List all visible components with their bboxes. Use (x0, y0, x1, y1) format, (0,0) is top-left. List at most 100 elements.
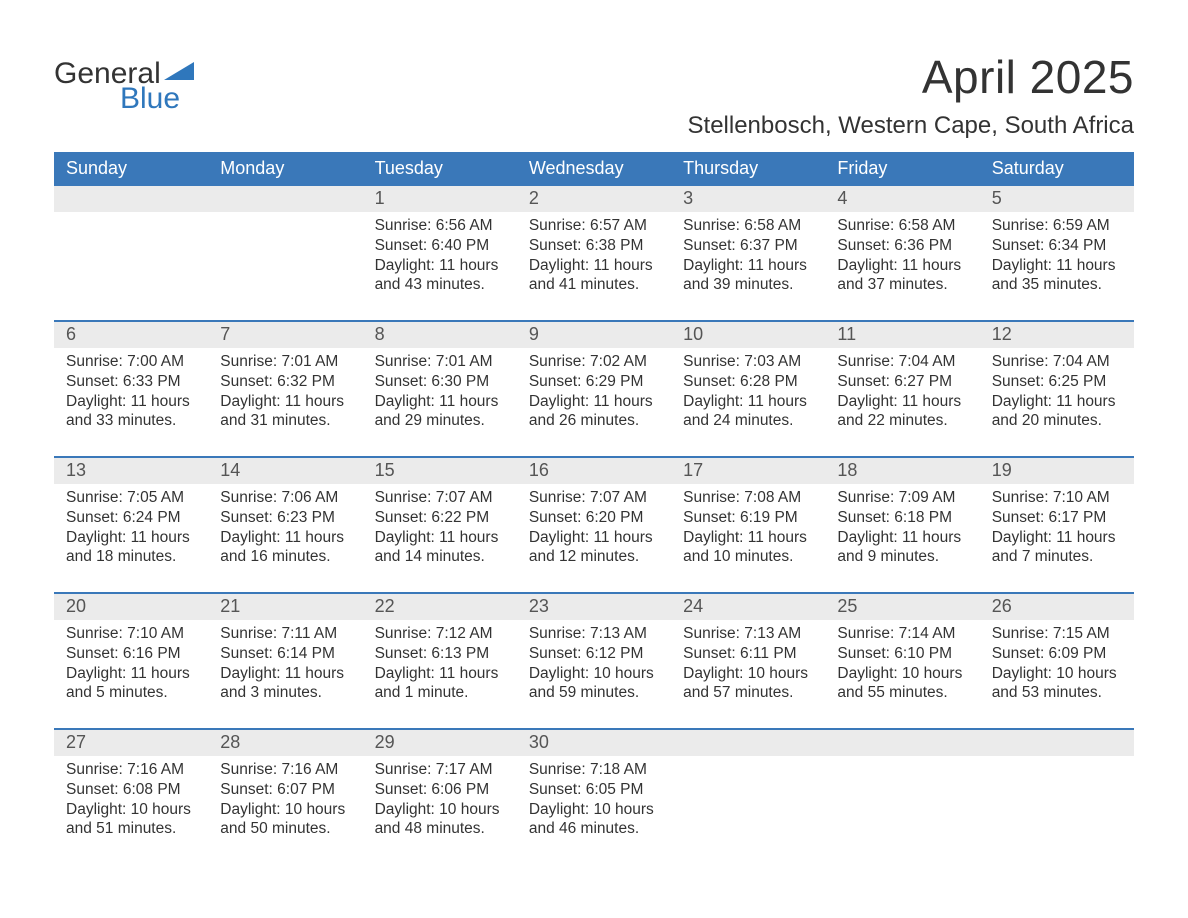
day-number: 1 (363, 186, 517, 212)
sunrise-line: Sunrise: 7:04 AM (837, 352, 969, 372)
sunrise-line: Sunrise: 7:18 AM (529, 760, 661, 780)
sunset-line: Sunset: 6:17 PM (992, 508, 1124, 528)
day-number: 21 (208, 594, 362, 620)
day-cell: Sunrise: 6:59 AMSunset: 6:34 PMDaylight:… (980, 212, 1134, 304)
day-cell: Sunrise: 6:58 AMSunset: 6:37 PMDaylight:… (671, 212, 825, 304)
sunrise-line: Sunrise: 7:06 AM (220, 488, 352, 508)
day-cell: Sunrise: 6:57 AMSunset: 6:38 PMDaylight:… (517, 212, 671, 304)
day-of-week-thursday: Thursday (671, 152, 825, 186)
daylight-line: Daylight: 11 hours and 26 minutes. (529, 392, 661, 432)
day-cell: Sunrise: 7:13 AMSunset: 6:11 PMDaylight:… (671, 620, 825, 712)
month-title: April 2025 (688, 50, 1134, 104)
daylight-line: Daylight: 11 hours and 43 minutes. (375, 256, 507, 296)
sunset-line: Sunset: 6:05 PM (529, 780, 661, 800)
day-cell (671, 756, 825, 848)
sunset-line: Sunset: 6:08 PM (66, 780, 198, 800)
day-cell (208, 212, 362, 304)
sunrise-line: Sunrise: 7:02 AM (529, 352, 661, 372)
sunrise-line: Sunrise: 7:09 AM (837, 488, 969, 508)
day-number: 19 (980, 458, 1134, 484)
daylight-line: Daylight: 10 hours and 57 minutes. (683, 664, 815, 704)
daylight-line: Daylight: 11 hours and 9 minutes. (837, 528, 969, 568)
sunrise-line: Sunrise: 7:07 AM (375, 488, 507, 508)
day-cell: Sunrise: 7:01 AMSunset: 6:30 PMDaylight:… (363, 348, 517, 440)
week-2: 6789101112Sunrise: 7:00 AMSunset: 6:33 P… (54, 320, 1134, 440)
sunset-line: Sunset: 6:33 PM (66, 372, 198, 392)
sunrise-line: Sunrise: 6:58 AM (683, 216, 815, 236)
daylight-line: Daylight: 11 hours and 16 minutes. (220, 528, 352, 568)
day-number: 24 (671, 594, 825, 620)
week-5: 27282930Sunrise: 7:16 AMSunset: 6:08 PMD… (54, 728, 1134, 848)
sunset-line: Sunset: 6:30 PM (375, 372, 507, 392)
day-cell: Sunrise: 7:08 AMSunset: 6:19 PMDaylight:… (671, 484, 825, 576)
daylight-line: Daylight: 10 hours and 51 minutes. (66, 800, 198, 840)
day-cell: Sunrise: 7:03 AMSunset: 6:28 PMDaylight:… (671, 348, 825, 440)
day-cell: Sunrise: 7:17 AMSunset: 6:06 PMDaylight:… (363, 756, 517, 848)
logo: General Blue (54, 40, 194, 112)
daylight-line: Daylight: 11 hours and 29 minutes. (375, 392, 507, 432)
daylight-line: Daylight: 11 hours and 35 minutes. (992, 256, 1124, 296)
day-number (208, 186, 362, 212)
day-of-week-saturday: Saturday (980, 152, 1134, 186)
sunrise-line: Sunrise: 6:59 AM (992, 216, 1124, 236)
page-header: General Blue April 2025 Stellenbosch, We… (54, 40, 1134, 140)
sunrise-line: Sunrise: 7:12 AM (375, 624, 507, 644)
day-number: 2 (517, 186, 671, 212)
daynum-row: 12345 (54, 186, 1134, 212)
day-number: 14 (208, 458, 362, 484)
day-cell (980, 756, 1134, 848)
day-cell: Sunrise: 7:12 AMSunset: 6:13 PMDaylight:… (363, 620, 517, 712)
week-body-row: Sunrise: 7:05 AMSunset: 6:24 PMDaylight:… (54, 484, 1134, 576)
day-of-week-sunday: Sunday (54, 152, 208, 186)
day-cell: Sunrise: 7:07 AMSunset: 6:20 PMDaylight:… (517, 484, 671, 576)
day-cell: Sunrise: 7:10 AMSunset: 6:16 PMDaylight:… (54, 620, 208, 712)
day-number: 13 (54, 458, 208, 484)
sunrise-line: Sunrise: 7:10 AM (992, 488, 1124, 508)
daylight-line: Daylight: 11 hours and 18 minutes. (66, 528, 198, 568)
day-cell: Sunrise: 7:11 AMSunset: 6:14 PMDaylight:… (208, 620, 362, 712)
sunrise-line: Sunrise: 7:01 AM (220, 352, 352, 372)
day-number: 11 (825, 322, 979, 348)
sunrise-line: Sunrise: 7:11 AM (220, 624, 352, 644)
day-cell (54, 212, 208, 304)
daylight-line: Daylight: 11 hours and 5 minutes. (66, 664, 198, 704)
daynum-row: 27282930 (54, 728, 1134, 756)
logo-triangle-icon (164, 58, 194, 84)
sunrise-line: Sunrise: 7:00 AM (66, 352, 198, 372)
sunrise-line: Sunrise: 7:13 AM (529, 624, 661, 644)
daylight-line: Daylight: 10 hours and 53 minutes. (992, 664, 1124, 704)
sunset-line: Sunset: 6:07 PM (220, 780, 352, 800)
sunset-line: Sunset: 6:37 PM (683, 236, 815, 256)
daylight-line: Daylight: 10 hours and 46 minutes. (529, 800, 661, 840)
day-cell: Sunrise: 7:00 AMSunset: 6:33 PMDaylight:… (54, 348, 208, 440)
sunrise-line: Sunrise: 6:57 AM (529, 216, 661, 236)
day-cell: Sunrise: 7:05 AMSunset: 6:24 PMDaylight:… (54, 484, 208, 576)
week-body-row: Sunrise: 7:16 AMSunset: 6:08 PMDaylight:… (54, 756, 1134, 848)
daylight-line: Daylight: 11 hours and 20 minutes. (992, 392, 1124, 432)
day-cell: Sunrise: 6:58 AMSunset: 6:36 PMDaylight:… (825, 212, 979, 304)
day-number: 8 (363, 322, 517, 348)
sunrise-line: Sunrise: 7:05 AM (66, 488, 198, 508)
sunrise-line: Sunrise: 7:15 AM (992, 624, 1124, 644)
day-number: 12 (980, 322, 1134, 348)
sunset-line: Sunset: 6:12 PM (529, 644, 661, 664)
sunset-line: Sunset: 6:38 PM (529, 236, 661, 256)
day-cell: Sunrise: 7:18 AMSunset: 6:05 PMDaylight:… (517, 756, 671, 848)
day-number (54, 186, 208, 212)
sunset-line: Sunset: 6:24 PM (66, 508, 198, 528)
sunset-line: Sunset: 6:18 PM (837, 508, 969, 528)
title-block: April 2025 Stellenbosch, Western Cape, S… (688, 40, 1134, 140)
daylight-line: Daylight: 10 hours and 50 minutes. (220, 800, 352, 840)
day-cell: Sunrise: 7:04 AMSunset: 6:25 PMDaylight:… (980, 348, 1134, 440)
day-number: 3 (671, 186, 825, 212)
day-number: 5 (980, 186, 1134, 212)
day-number: 22 (363, 594, 517, 620)
calendar-page: General Blue April 2025 Stellenbosch, We… (0, 0, 1188, 898)
week-body-row: Sunrise: 7:10 AMSunset: 6:16 PMDaylight:… (54, 620, 1134, 712)
day-number: 9 (517, 322, 671, 348)
day-number: 23 (517, 594, 671, 620)
day-number (671, 730, 825, 756)
day-cell: Sunrise: 7:16 AMSunset: 6:07 PMDaylight:… (208, 756, 362, 848)
day-number (980, 730, 1134, 756)
sunset-line: Sunset: 6:40 PM (375, 236, 507, 256)
